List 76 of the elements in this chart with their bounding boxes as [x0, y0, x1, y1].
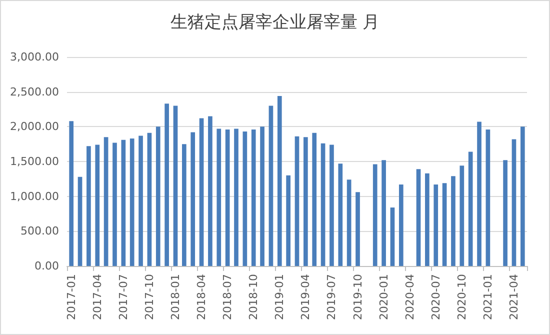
- bar: [242, 132, 248, 266]
- bar: [277, 96, 282, 266]
- x-tick-label: 2021-01: [481, 274, 494, 320]
- bar: [477, 122, 482, 266]
- y-tick-label: 500.00: [20, 224, 59, 238]
- bar: [69, 121, 74, 266]
- bar: [451, 176, 456, 266]
- bar: [138, 136, 143, 266]
- bar: [95, 144, 100, 266]
- bar: [130, 138, 134, 266]
- bar: [164, 104, 169, 266]
- bar: [86, 146, 91, 266]
- y-tick-label: 3,000.00: [10, 50, 59, 64]
- x-tick-label: 2021-04: [507, 274, 520, 320]
- bar: [268, 106, 274, 266]
- bar: [216, 128, 222, 266]
- x-tick-label: 2017-04: [90, 274, 104, 320]
- bar: [190, 132, 196, 266]
- bar: [512, 139, 516, 266]
- bar: [121, 140, 126, 266]
- y-tick-label: 1,000.00: [10, 190, 59, 203]
- bar: [225, 129, 230, 266]
- bar: [112, 142, 117, 266]
- y-tick-label: 0.00: [34, 260, 59, 272]
- bar: [312, 132, 317, 266]
- bar: [330, 144, 334, 266]
- y-tick-label: 2,500.00: [10, 85, 59, 98]
- x-tick-label: 2017-01: [64, 274, 78, 320]
- bar: [346, 180, 352, 266]
- bar: [294, 136, 300, 266]
- x-tick-label: 2019-04: [299, 274, 312, 320]
- x-tick-label: 2018-10: [247, 274, 260, 320]
- x-tick-label: 2019-10: [351, 274, 364, 320]
- y-tick-label: 1,500.00: [10, 155, 59, 168]
- bar: [251, 129, 256, 266]
- x-tick-label: 2020-04: [403, 274, 416, 320]
- bar: [304, 137, 308, 266]
- x-tick-label: 2018-01: [168, 274, 182, 320]
- x-tick-label: 2019-01: [273, 274, 286, 320]
- bar: [147, 132, 152, 266]
- x-tick-label: 2017-10: [142, 274, 156, 320]
- chart-title: 生猪定点屠宰企业屠宰量 月: [170, 12, 380, 32]
- bar: [468, 152, 473, 266]
- x-tick-label: 2020-07: [429, 274, 442, 320]
- bar: [338, 164, 343, 266]
- bar: [356, 192, 360, 266]
- bar: [320, 143, 326, 266]
- bar: [234, 128, 238, 266]
- bar: [460, 166, 464, 266]
- bar: [503, 160, 508, 266]
- bar: [398, 184, 404, 266]
- bar: [416, 169, 421, 266]
- bar: [382, 160, 386, 266]
- bar: [104, 137, 108, 266]
- bar: [286, 175, 290, 266]
- bar: [199, 118, 204, 266]
- x-tick-label: 2018-04: [195, 274, 208, 320]
- bar: [434, 184, 438, 266]
- x-tick-label: 2018-07: [221, 274, 234, 320]
- bar: [260, 126, 264, 266]
- bar: [442, 183, 447, 266]
- bar: [182, 144, 186, 266]
- bar: [372, 164, 378, 266]
- bar: [486, 129, 490, 266]
- bar: [208, 116, 212, 266]
- y-tick-label: 2,000.00: [10, 120, 59, 134]
- bar: [173, 106, 178, 266]
- bar: [425, 173, 430, 266]
- x-tick-label: 2020-10: [455, 274, 468, 320]
- bar: [78, 176, 82, 266]
- x-tick-label: 2019-07: [325, 274, 338, 320]
- bar: [520, 126, 525, 266]
- bar: [156, 126, 160, 266]
- bar: [390, 207, 395, 266]
- x-tick-label: 2020-01: [377, 274, 390, 320]
- x-tick-label: 2017-07: [116, 274, 130, 320]
